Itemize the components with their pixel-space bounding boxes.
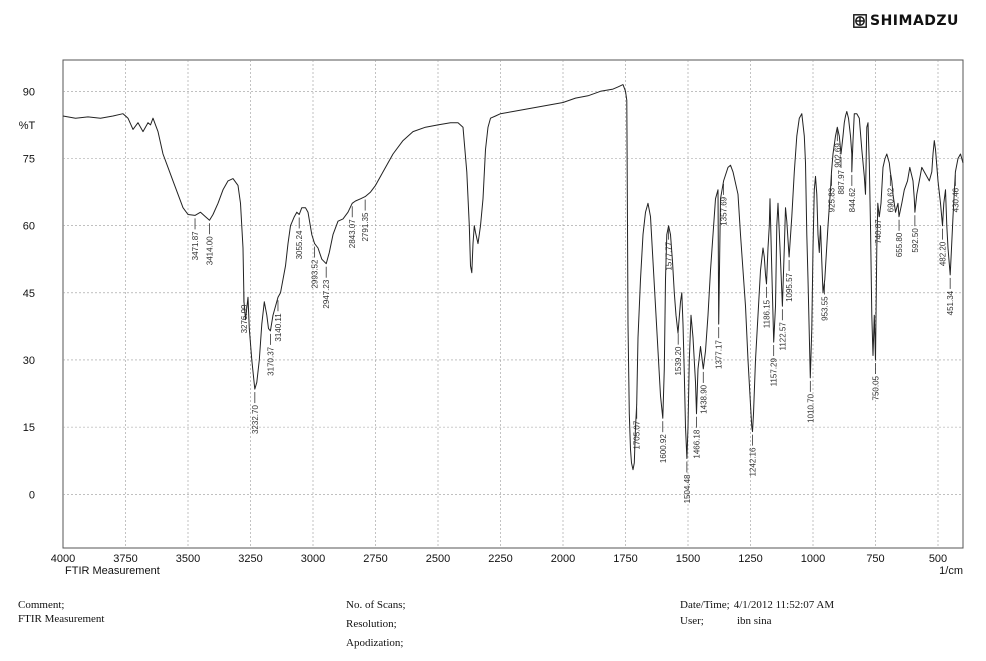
- brand-logo: SHIMADZU: [853, 13, 959, 29]
- peak-label: 887.97: [837, 169, 846, 194]
- peak-label: 2947.23: [322, 279, 331, 308]
- footer-datetime-user: Date/Time; 4/1/2012 11:52:07 AM User; ib…: [680, 598, 834, 628]
- x-tick-label: 3250: [238, 553, 262, 565]
- resolution-label: Resolution;: [346, 618, 397, 630]
- shimadzu-logo-icon: [853, 14, 867, 28]
- x-axis-caption: FTIR Measurement: [65, 565, 160, 577]
- peak-label: 655.80: [895, 232, 904, 257]
- peak-label: 592.50: [911, 228, 920, 253]
- peak-label: 1242.16: [749, 447, 758, 476]
- peak-label: 1122.57: [778, 322, 787, 351]
- peak-label: 902.69: [833, 143, 842, 168]
- comment-label: Comment;: [18, 599, 65, 611]
- peak-label: 844.62: [848, 187, 857, 212]
- x-tick-label: 4000: [51, 553, 75, 565]
- peak-label: 2791.35: [361, 212, 370, 241]
- peak-label: 430.46: [951, 187, 960, 212]
- peak-label: 3232.70: [251, 405, 260, 434]
- user-row: User; ibn sina: [680, 614, 834, 628]
- datetime-value: 4/1/2012 11:52:07 AM: [733, 599, 835, 611]
- peak-label: 1186.15: [763, 299, 772, 328]
- peak-label: 1504.48: [683, 474, 692, 503]
- peak-label: 3055.24: [295, 230, 304, 259]
- x-tick-label: 2250: [488, 553, 512, 565]
- peak-label: 1705.07: [633, 420, 642, 449]
- peak-label: 1466.18: [693, 429, 702, 458]
- x-tick-label: 2750: [363, 553, 387, 565]
- brand-name: SHIMADZU: [870, 13, 959, 29]
- user-value: ibn sina: [737, 615, 772, 627]
- peak-label: 3276.99: [240, 304, 249, 333]
- y-tick-label: 45: [23, 288, 35, 300]
- x-tick-label: 1000: [801, 553, 825, 565]
- plot-frame: [62, 59, 964, 549]
- x-axis-label: 1/cm: [939, 565, 963, 577]
- scans-label: No. of Scans;: [346, 599, 406, 611]
- peak-label: 1600.92: [659, 434, 668, 463]
- peak-label: 953.55: [821, 296, 830, 321]
- y-axis-label: %T: [19, 120, 36, 132]
- peak-label: 2843.07: [348, 219, 357, 248]
- x-tick-label: 1250: [738, 553, 762, 565]
- footer-scan-params: No. of Scans; Resolution; Apodization;: [346, 598, 406, 650]
- peak-label: 2993.52: [311, 259, 320, 288]
- x-tick-label: 500: [929, 553, 947, 565]
- peak-label: 1157.29: [770, 358, 779, 387]
- datetime-row: Date/Time; 4/1/2012 11:52:07 AM: [680, 598, 834, 612]
- x-tick-label: 3500: [176, 553, 200, 565]
- y-tick-label: 15: [23, 422, 35, 434]
- x-tick-label: 2000: [551, 553, 575, 565]
- spectrum-line: [62, 84, 964, 471]
- peak-label: 3471.87: [191, 231, 200, 260]
- peak-label: 1577.77: [665, 241, 674, 270]
- comment-value: FTIR Measurement: [18, 613, 105, 625]
- y-tick-label: 90: [23, 86, 35, 98]
- x-tick-label: 1750: [613, 553, 637, 565]
- footer-comment: Comment; FTIR Measurement: [18, 598, 104, 626]
- peak-label: 1357.69: [720, 196, 729, 225]
- peak-label: 1438.90: [699, 384, 708, 413]
- peak-label: 690.62: [886, 187, 895, 212]
- peak-label: 3170.37: [266, 346, 275, 375]
- peak-label: 451.34: [946, 290, 955, 315]
- y-tick-label: 30: [23, 355, 35, 367]
- x-tick-label: 1500: [676, 553, 700, 565]
- peak-label: 3140.11: [274, 313, 283, 342]
- peak-label: 1539.20: [674, 346, 683, 375]
- peak-label: 750.05: [872, 375, 881, 400]
- peak-label: 740.87: [874, 219, 883, 244]
- y-tick-label: 75: [23, 153, 35, 165]
- x-tick-label: 3000: [301, 553, 325, 565]
- x-tick-label: 3750: [113, 553, 137, 565]
- x-tick-label: 2500: [426, 553, 450, 565]
- x-tick-label: 750: [866, 553, 884, 565]
- user-label: User;: [680, 615, 704, 627]
- peak-label: 1095.57: [785, 272, 794, 301]
- peak-label: 1377.17: [715, 340, 724, 369]
- peak-label: 925.83: [828, 187, 837, 212]
- peak-label: 1010.70: [806, 393, 815, 422]
- y-tick-label: 60: [23, 221, 35, 233]
- apodization-label: Apodization;: [346, 637, 404, 649]
- peak-label: 3414.00: [206, 236, 215, 265]
- peak-label: 482.20: [939, 241, 948, 266]
- y-tick-label: 0: [29, 489, 35, 501]
- datetime-label: Date/Time;: [680, 599, 730, 611]
